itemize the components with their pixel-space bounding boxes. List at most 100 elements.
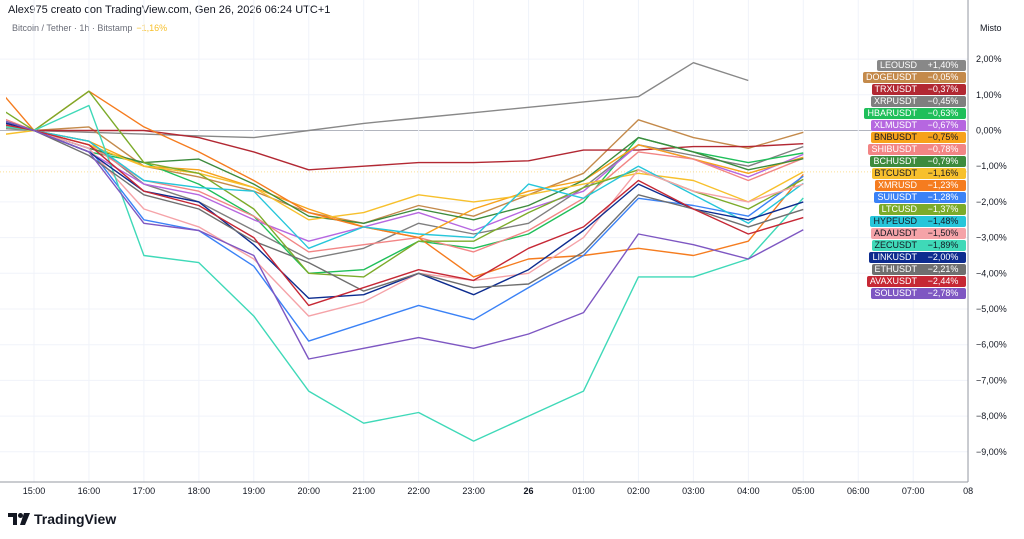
legend-change: +1,40% bbox=[920, 60, 966, 71]
legend-symbol: DOGEUSDT bbox=[862, 72, 920, 83]
brand-name: TradingView bbox=[34, 511, 117, 527]
x-tick-label: 22:00 bbox=[407, 486, 430, 496]
tradingview-logo[interactable]: TradingView bbox=[8, 511, 116, 527]
y-tick-label: 0,00% bbox=[976, 126, 1002, 136]
x-tick-label: 01:00 bbox=[572, 486, 595, 496]
series-line-trxusdt[interactable] bbox=[0, 123, 804, 171]
legend-item-xrpusdt: XRPUSDT −0,45% bbox=[866, 96, 966, 107]
legend-item-avaxusdt: AVAXUSDT −2,44% bbox=[866, 276, 966, 287]
legend-symbol: ADAUSDT bbox=[870, 228, 920, 239]
legend-symbol: ZECUSDT bbox=[871, 240, 920, 251]
y-tick-label: −8,00% bbox=[976, 411, 1007, 421]
y-tick-label: −1,00% bbox=[976, 161, 1007, 171]
legend-change: −0,67% bbox=[920, 120, 966, 131]
symbol-change: −1,16% bbox=[136, 23, 168, 33]
legend-item-dogeusdt: DOGEUSDT −0,05% bbox=[862, 72, 966, 83]
time-axis[interactable]: 15:00 16:00 17:00 18:00 19:00 20:00 21:00 22:00… bbox=[23, 486, 973, 496]
legend-item-suiusdt: SUIUSDT −1,28% bbox=[866, 192, 966, 203]
y-tick-label: −4,00% bbox=[976, 268, 1007, 278]
series-line-bnbusdt[interactable] bbox=[0, 123, 804, 239]
x-tick-label: 18:00 bbox=[188, 486, 211, 496]
legend-change: −1,48% bbox=[920, 216, 966, 227]
x-tick-label: 16:00 bbox=[78, 486, 101, 496]
x-tick-label: 19:00 bbox=[243, 486, 266, 496]
legend-symbol: BTCUSDT bbox=[871, 168, 920, 179]
legend-symbol: AVAXUSDT bbox=[866, 276, 920, 287]
legend-item-solusdt: SOLUSDT −2,78% bbox=[866, 288, 966, 299]
legend-symbol: BCHUSDT bbox=[870, 156, 920, 167]
y-tick-label: −7,00% bbox=[976, 375, 1007, 385]
legend-item-linkusdt: LINKUSDT −2,00% bbox=[866, 252, 966, 263]
legend-change: −1,50% bbox=[920, 228, 966, 239]
series-line-btcusdt[interactable] bbox=[0, 129, 804, 221]
grid bbox=[0, 0, 969, 482]
price-axis[interactable]: 2,00% 1,00% 0,00% −1,00% −2,00% −3,00% −4,00% −… bbox=[976, 54, 1007, 457]
y-tick-label: −5,00% bbox=[976, 304, 1007, 314]
legend-item-ltcusd: LTCUSD −1,37% bbox=[866, 204, 966, 215]
x-tick-label: 20:00 bbox=[297, 486, 320, 496]
x-tick-label: 15:00 bbox=[23, 486, 46, 496]
symbol-label: Bitcoin / Tether · 1h · Bitstamp bbox=[12, 23, 133, 33]
legend-item-ethusdt: ETHUSDT −2,21% bbox=[866, 264, 966, 275]
legend-item-adausdt: ADAUSDT −1,50% bbox=[866, 228, 966, 239]
series-line-avaxusdt[interactable] bbox=[0, 120, 804, 307]
legend-symbol: XLMUSDT bbox=[870, 120, 920, 131]
series-line-dogeusdt[interactable] bbox=[0, 119, 804, 225]
x-tick-label: 17:00 bbox=[133, 486, 156, 496]
legend-symbol: TRXUSDT bbox=[871, 84, 920, 95]
legend-item-bnbusdt: BNBUSDT −0,75% bbox=[866, 132, 966, 143]
series-line-shibusdt[interactable] bbox=[0, 109, 804, 253]
legend-symbol: SUIUSDT bbox=[874, 192, 920, 203]
legend-item-xlmusdt: XLMUSDT −0,67% bbox=[866, 120, 966, 131]
x-tick-label: 04:00 bbox=[737, 486, 760, 496]
legend-symbol: BNBUSDT bbox=[870, 132, 920, 143]
legend-item-bchusdt: BCHUSDT −0,79% bbox=[866, 156, 966, 167]
x-tick-label: 02:00 bbox=[627, 486, 650, 496]
x-tick-label: 26 bbox=[524, 486, 534, 496]
series-lines bbox=[0, 62, 804, 442]
legend-change: −0,75% bbox=[920, 132, 966, 143]
legend-change: −1,16% bbox=[920, 168, 966, 179]
comparison-chart[interactable]: 2,00%1,00%0,00%−1,00%−2,00%−3,00%−4,00%−… bbox=[0, 0, 1024, 505]
tradingview-logo-icon bbox=[8, 513, 30, 525]
legend-item-xmrusd: XMRUSD −1,23% bbox=[866, 180, 966, 191]
legend-item-trxusdt: TRXUSDT −0,37% bbox=[866, 84, 966, 95]
legend-symbol: SHIBUSDT bbox=[868, 144, 920, 155]
y-tick-label: 1,00% bbox=[976, 90, 1002, 100]
legend-symbol: XMRUSD bbox=[874, 180, 920, 191]
legend-item-hbarusdt: HBARUSDT −0,63% bbox=[864, 108, 966, 119]
series-line-ethusdt[interactable] bbox=[0, 113, 804, 292]
series-line-hbarusdt[interactable] bbox=[0, 116, 804, 274]
x-tick-label: 23:00 bbox=[462, 486, 485, 496]
y-tick-label: −2,00% bbox=[976, 197, 1007, 207]
series-line-zecusdt[interactable] bbox=[0, 104, 804, 442]
legend-change: −0,37% bbox=[920, 84, 966, 95]
legend-change: −0,45% bbox=[920, 96, 966, 107]
series-line-leousd[interactable] bbox=[0, 62, 749, 139]
x-tick-label: 05:00 bbox=[792, 486, 815, 496]
legend-change: −2,00% bbox=[920, 252, 966, 263]
legend-change: −1,89% bbox=[920, 240, 966, 251]
series-line-xmrusd[interactable] bbox=[0, 66, 804, 278]
legend-item-leousd: LEOUSD +1,40% bbox=[866, 60, 966, 71]
legend-symbol: HBARUSDT bbox=[864, 108, 920, 119]
legend-symbol: XRPUSDT bbox=[870, 96, 920, 107]
y-tick-label: −9,00% bbox=[976, 447, 1007, 457]
y-tick-label: −3,00% bbox=[976, 233, 1007, 243]
y-tick-label: 2,00% bbox=[976, 54, 1002, 64]
legend-change: −0,79% bbox=[920, 156, 966, 167]
legend-change: −2,21% bbox=[920, 264, 966, 275]
legend-symbol: SOLUSDT bbox=[871, 288, 920, 299]
x-tick-label: 06:00 bbox=[847, 486, 870, 496]
x-tick-label: 08 bbox=[963, 486, 973, 496]
symbol-legend[interactable]: Bitcoin / Tether · 1h · Bitstamp −1,16% bbox=[12, 23, 167, 33]
y-tick-label: −6,00% bbox=[976, 340, 1007, 350]
legend-change: −1,23% bbox=[920, 180, 966, 191]
legend-change: −1,28% bbox=[920, 192, 966, 203]
axis-mode-label[interactable]: Misto bbox=[980, 23, 1002, 33]
legend-item-btcusdt: BTCUSDT −1,16% bbox=[866, 168, 966, 179]
x-tick-label: 07:00 bbox=[902, 486, 925, 496]
series-line-linkusdt[interactable] bbox=[0, 116, 804, 299]
series-line-solusdt[interactable] bbox=[0, 113, 804, 360]
legend-symbol: ETHUSDT bbox=[871, 264, 920, 275]
